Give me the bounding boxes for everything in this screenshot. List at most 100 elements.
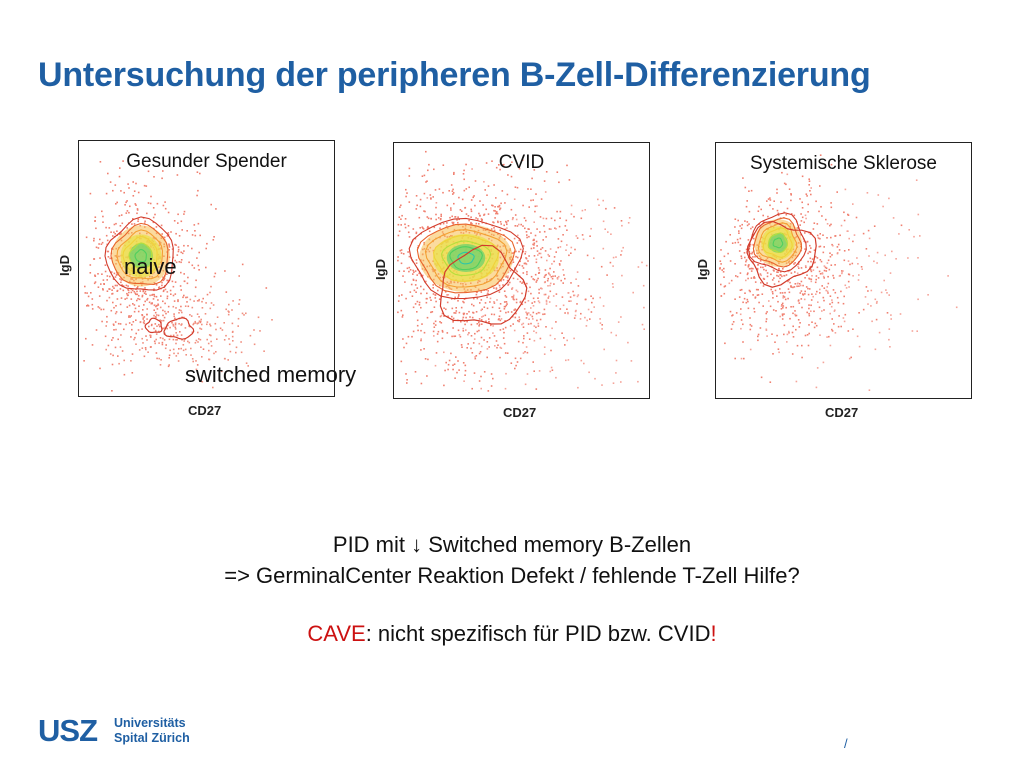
density-contour bbox=[116, 229, 164, 280]
event-dot bbox=[404, 223, 406, 226]
event-dot bbox=[588, 278, 591, 280]
event-dot bbox=[400, 204, 402, 207]
event-dot bbox=[105, 325, 107, 327]
event-dot bbox=[215, 351, 217, 353]
event-dot bbox=[191, 358, 194, 360]
event-dot bbox=[417, 329, 419, 332]
event-dot bbox=[155, 314, 158, 316]
event-dot bbox=[183, 316, 185, 319]
event-dot bbox=[534, 234, 537, 237]
event-dot bbox=[810, 310, 812, 312]
event-dot bbox=[475, 355, 478, 357]
event-dot bbox=[512, 252, 515, 254]
event-dot bbox=[228, 303, 230, 306]
event-dot bbox=[467, 343, 469, 345]
event-dot bbox=[486, 328, 489, 331]
event-dot bbox=[819, 245, 822, 248]
event-dot bbox=[590, 295, 592, 297]
event-dot bbox=[829, 255, 832, 258]
event-dot bbox=[621, 224, 623, 227]
event-dot bbox=[194, 286, 197, 289]
event-dot bbox=[645, 264, 648, 267]
event-dot bbox=[503, 163, 505, 166]
event-dot bbox=[492, 377, 494, 380]
event-dot bbox=[480, 299, 483, 301]
event-dot bbox=[440, 215, 442, 218]
event-dot bbox=[438, 298, 441, 300]
event-dot bbox=[770, 273, 772, 276]
event-dot bbox=[199, 338, 202, 341]
event-dot bbox=[165, 312, 167, 315]
density-plot-3 bbox=[719, 154, 958, 391]
event-dot bbox=[94, 281, 97, 283]
logo-mark: USZ bbox=[38, 713, 98, 748]
event-dot bbox=[847, 273, 850, 275]
event-dot bbox=[528, 206, 530, 208]
event-dot bbox=[760, 376, 763, 379]
event-dot bbox=[201, 323, 203, 326]
event-dot bbox=[482, 315, 485, 317]
event-dot bbox=[542, 239, 544, 241]
event-dot bbox=[757, 333, 760, 336]
event-dot bbox=[156, 304, 158, 307]
event-dot bbox=[434, 364, 437, 367]
event-dot bbox=[530, 232, 532, 234]
event-dot bbox=[105, 226, 107, 229]
density-contour bbox=[439, 244, 528, 325]
event-dot bbox=[440, 322, 443, 324]
event-dot bbox=[434, 189, 437, 191]
event-dot bbox=[790, 285, 792, 287]
event-dot bbox=[492, 204, 494, 207]
event-dot bbox=[538, 312, 541, 314]
event-dot bbox=[548, 228, 551, 230]
event-dot bbox=[870, 289, 873, 292]
event-dot bbox=[786, 333, 789, 336]
event-dot bbox=[735, 312, 738, 314]
event-dot bbox=[182, 349, 185, 352]
event-dot bbox=[432, 293, 435, 295]
event-dot bbox=[843, 259, 846, 262]
event-dot bbox=[425, 301, 428, 304]
event-dot bbox=[442, 164, 445, 166]
event-dot bbox=[505, 296, 508, 298]
event-dot bbox=[573, 215, 575, 218]
event-dot bbox=[530, 307, 532, 309]
event-dot bbox=[637, 266, 640, 268]
event-dot bbox=[198, 320, 201, 322]
event-dot bbox=[537, 325, 540, 327]
event-dot bbox=[841, 270, 843, 273]
event-dot bbox=[834, 264, 836, 266]
event-dot bbox=[414, 371, 417, 373]
event-dot bbox=[163, 278, 165, 281]
event-dot bbox=[530, 199, 532, 202]
event-dot bbox=[748, 210, 751, 213]
event-dot bbox=[131, 372, 134, 374]
event-dot bbox=[739, 244, 742, 246]
event-dot bbox=[765, 312, 767, 315]
event-dot bbox=[109, 257, 111, 260]
event-dot bbox=[146, 297, 149, 300]
event-dot bbox=[847, 260, 850, 262]
event-dot bbox=[810, 304, 812, 307]
event-dot bbox=[180, 324, 182, 326]
event-dot bbox=[783, 333, 785, 336]
event-dot bbox=[507, 311, 510, 313]
event-dot bbox=[549, 334, 552, 337]
event-dot bbox=[795, 328, 797, 331]
event-dot bbox=[111, 289, 113, 291]
event-dot bbox=[729, 310, 732, 313]
event-dot bbox=[748, 248, 751, 250]
event-dot bbox=[423, 174, 426, 177]
event-dot bbox=[842, 302, 845, 305]
event-dot bbox=[178, 261, 181, 263]
event-dot bbox=[898, 233, 900, 235]
event-dot bbox=[499, 310, 502, 312]
page-marker: / bbox=[844, 736, 848, 751]
event-dot bbox=[172, 334, 175, 337]
event-dot bbox=[599, 296, 601, 299]
event-dot bbox=[161, 281, 163, 284]
event-dot bbox=[483, 181, 485, 183]
event-dot bbox=[602, 247, 605, 250]
event-dot bbox=[241, 263, 244, 266]
event-dot bbox=[487, 390, 490, 392]
